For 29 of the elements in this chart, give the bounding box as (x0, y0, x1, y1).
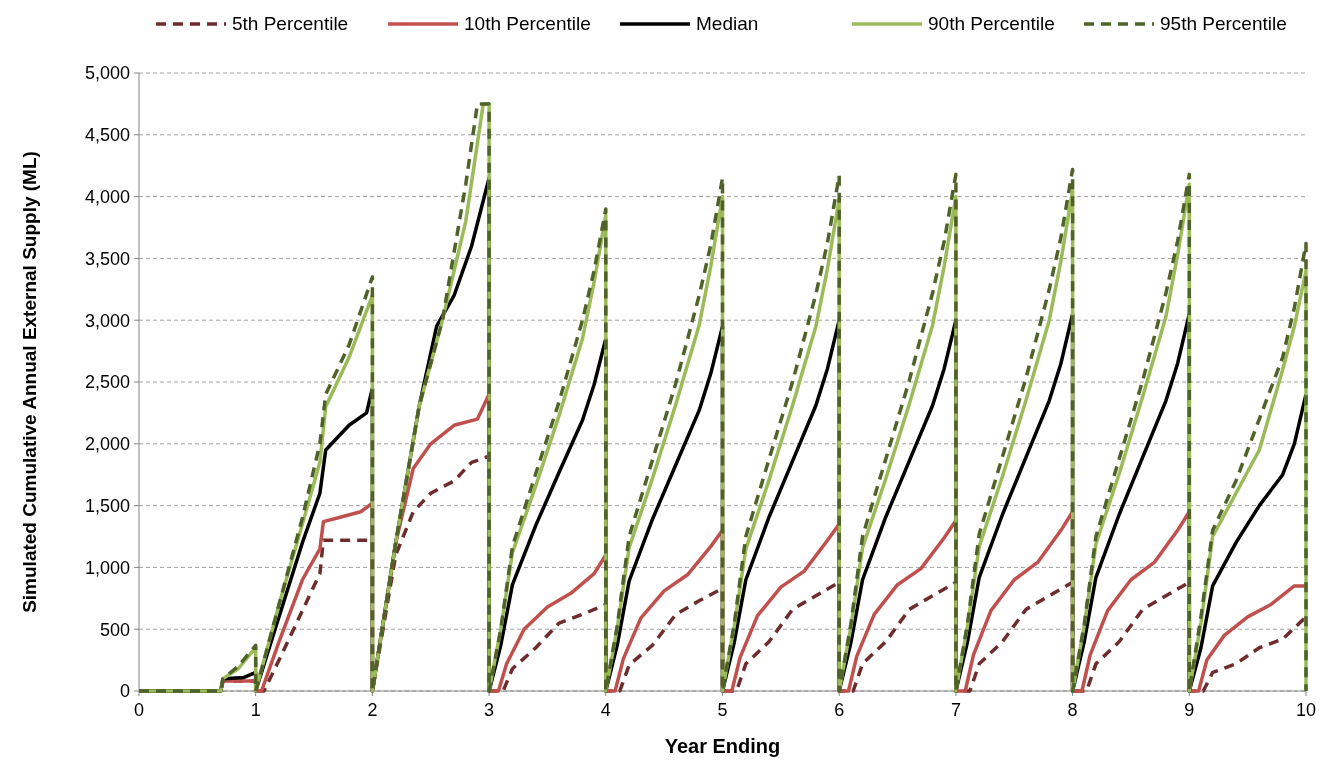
x-tick-label: 3 (484, 700, 495, 720)
legend-label: 90th Percentile (928, 13, 1055, 34)
y-tick-label: 1,500 (84, 495, 130, 516)
x-tick-label: 8 (1067, 700, 1078, 720)
y-tick-label: 1,000 (84, 557, 130, 578)
legend-label: 5th Percentile (232, 13, 349, 34)
x-axis-title: Year Ending (664, 735, 781, 757)
y-tick-label: 4,500 (84, 125, 130, 146)
x-tick-label: 6 (834, 700, 845, 720)
y-tick-label: 2,000 (84, 434, 130, 455)
x-tick-label: 1 (250, 700, 261, 720)
y-tick-label: 500 (99, 619, 130, 640)
y-tick-label: 5,000 (84, 63, 130, 84)
legend-label: 10th Percentile (464, 13, 591, 34)
x-tick-label: 10 (1295, 700, 1317, 720)
x-tick-label: 5 (717, 700, 728, 720)
x-tick-label: 7 (950, 700, 961, 720)
x-tick-label: 9 (1184, 700, 1195, 720)
x-tick-label: 0 (133, 700, 145, 720)
y-tick-label: 2,500 (84, 372, 130, 393)
x-tick-label: 4 (600, 700, 611, 720)
y-tick-label: 0 (119, 681, 130, 702)
y-tick-label: 3,000 (84, 310, 130, 331)
y-tick-label: 3,500 (84, 248, 130, 269)
x-tick-label: 2 (367, 700, 378, 720)
y-axis-title: Simulated Cumulative Annual External Supply (ML) (19, 151, 40, 613)
legend-label: Median (696, 13, 759, 34)
y-tick-label: 4,000 (84, 186, 130, 207)
legend-label: 95th Percentile (1160, 13, 1287, 34)
